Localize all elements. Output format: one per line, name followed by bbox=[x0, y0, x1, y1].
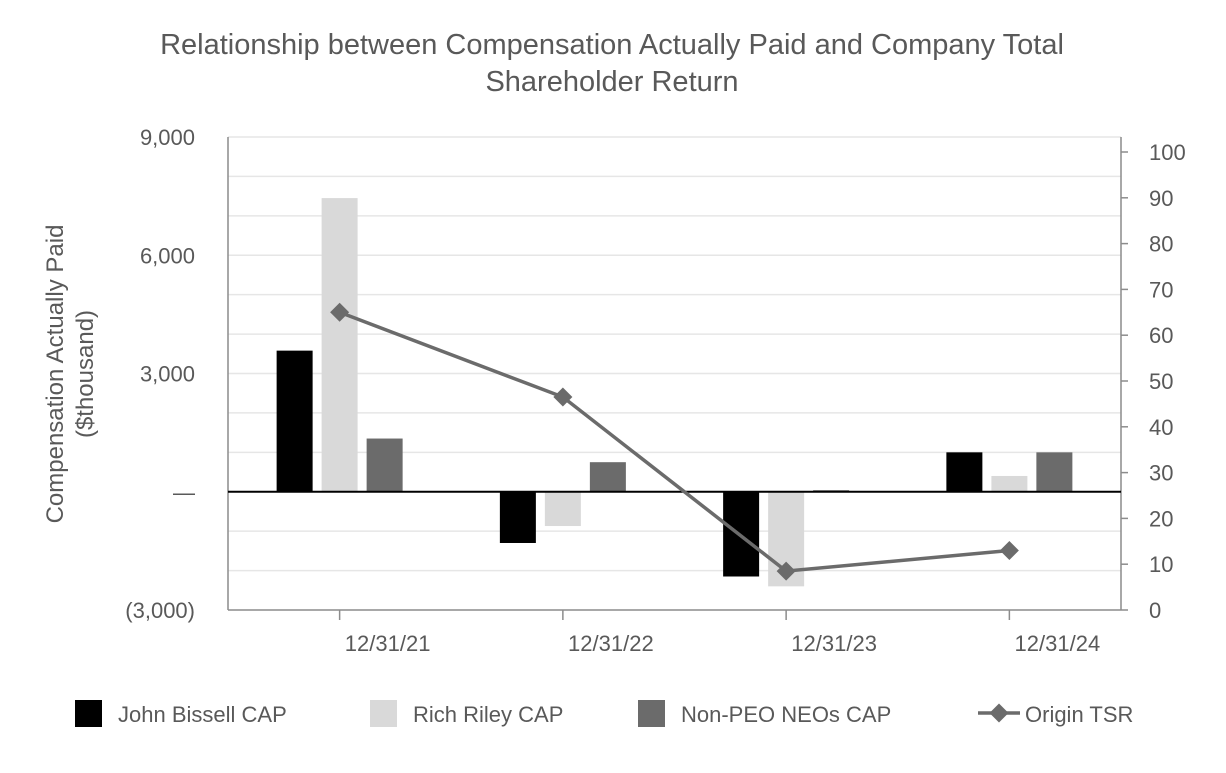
bar-rich-riley-cap-0 bbox=[321, 198, 358, 492]
y2-tick-label: 90 bbox=[1149, 186, 1173, 211]
legend-swatch bbox=[638, 700, 665, 727]
chart-title-line-1: Relationship between Compensation Actual… bbox=[160, 29, 1064, 61]
y2-tick-label: 80 bbox=[1149, 232, 1173, 257]
bar-rich-riley-cap-3 bbox=[991, 475, 1028, 492]
y-tick-label: 9,000 bbox=[140, 125, 195, 150]
y2-tick-label: 100 bbox=[1149, 140, 1186, 165]
legend: John Bissell CAP Rich Riley CAP Non-PEO NE… bbox=[75, 700, 1133, 727]
y2-tick-label: 10 bbox=[1149, 552, 1173, 577]
legend-label: John Bissell CAP bbox=[118, 702, 287, 727]
bar-john-bissell-cap-0 bbox=[276, 350, 313, 492]
tsr-point-2 bbox=[776, 561, 796, 581]
chart-title-line-2: Shareholder Return bbox=[485, 66, 738, 98]
legend-swatch bbox=[75, 700, 102, 727]
y2-tick-label: 30 bbox=[1149, 461, 1173, 486]
tsr-line-path bbox=[339, 310, 1010, 573]
y-tick-label: 3,000 bbox=[140, 362, 195, 387]
bar-non-peo-neos-cap-3 bbox=[1036, 452, 1073, 492]
y2-tick-label: 70 bbox=[1149, 277, 1173, 302]
legend-item-non-peo-neos-cap: Non-PEO NEOs CAP bbox=[638, 700, 891, 727]
y2-tick-label: 60 bbox=[1149, 323, 1173, 348]
gridlines bbox=[228, 136, 1121, 572]
y-tick-label: (3,000) bbox=[125, 598, 195, 623]
bars bbox=[276, 198, 1073, 587]
y2-tick-label: 40 bbox=[1149, 415, 1173, 440]
x-tick-label: 12/31/21 bbox=[345, 631, 431, 656]
legend-swatch bbox=[370, 700, 397, 727]
legend-label: Rich Riley CAP bbox=[413, 702, 563, 727]
bar-john-bissell-cap-3 bbox=[946, 452, 983, 492]
y2-tick-label: 0 bbox=[1149, 598, 1161, 623]
legend-item-rich-riley-cap: Rich Riley CAP bbox=[370, 700, 563, 727]
tsr-point-1 bbox=[553, 387, 573, 407]
bar-non-peo-neos-cap-1 bbox=[589, 462, 626, 492]
bar-non-peo-neos-cap-0 bbox=[366, 438, 403, 492]
axes bbox=[227, 137, 1128, 620]
y2-tick-label: 50 bbox=[1149, 369, 1173, 394]
tsr-line bbox=[330, 302, 1019, 581]
x-tick-label: 12/31/22 bbox=[568, 631, 654, 656]
x-tick-label: 12/31/23 bbox=[791, 631, 877, 656]
tsr-point-0 bbox=[330, 302, 350, 322]
y2-tick-label: 20 bbox=[1149, 506, 1173, 531]
x-tick-label: 12/31/24 bbox=[1015, 631, 1101, 656]
y-tick-label: 6,000 bbox=[140, 243, 195, 268]
legend-marker bbox=[989, 703, 1009, 723]
legend-label: Origin TSR bbox=[1025, 702, 1133, 727]
tick-labels: 9,0006,0003,000—(3,000)10090807060504030… bbox=[125, 125, 1185, 656]
y-tick-label: — bbox=[173, 480, 195, 505]
bar-rich-riley-cap-1 bbox=[544, 491, 581, 527]
y-axis-label-line-1: Compensation Actually Paid bbox=[42, 225, 69, 524]
legend-label: Non-PEO NEOs CAP bbox=[681, 702, 891, 727]
y-axis-label-line-2: ($thousand) bbox=[72, 310, 99, 438]
bar-john-bissell-cap-1 bbox=[499, 491, 536, 543]
tsr-point-3 bbox=[999, 540, 1019, 560]
legend-item-john-bissell-cap: John Bissell CAP bbox=[75, 700, 287, 727]
legend-item-origin-tsr: Origin TSR bbox=[978, 702, 1133, 727]
